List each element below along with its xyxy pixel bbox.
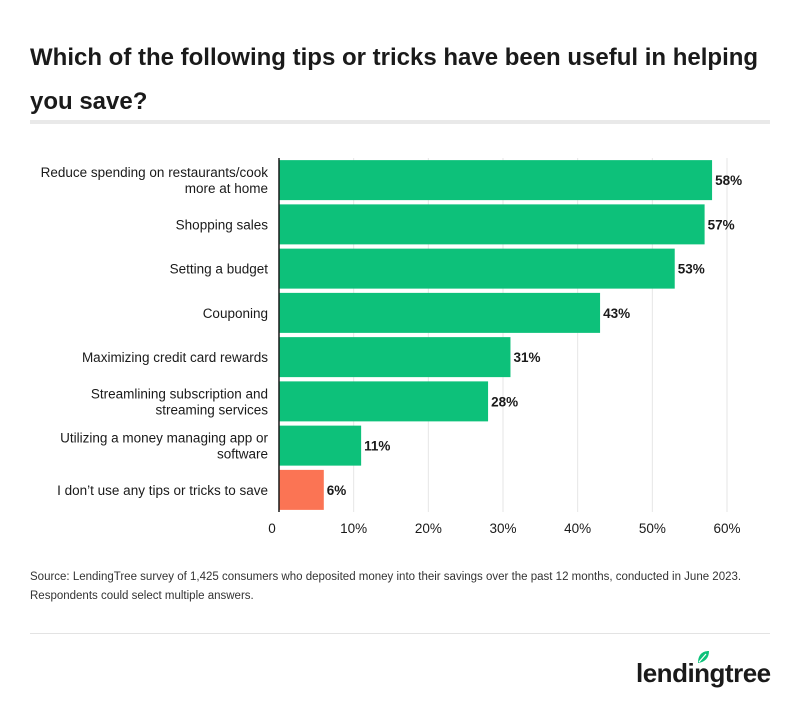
- x-tick-label: 0: [268, 521, 276, 536]
- x-tick-label: 40%: [564, 521, 591, 536]
- category-label: Utilizing a money managing app or softwar…: [60, 431, 268, 462]
- x-tick-label: 30%: [489, 521, 516, 536]
- bar: [279, 204, 705, 245]
- source-note: Source: LendingTree survey of 1,425 cons…: [30, 571, 742, 602]
- category-label: Streamlining subscription and streaming s…: [91, 386, 268, 417]
- data-label: 43%: [603, 306, 630, 321]
- category-label: I don’t use any tips or tricks to save: [57, 483, 268, 498]
- bars: [279, 160, 713, 510]
- lendingtree-logo: lendingtree: [636, 650, 772, 690]
- category-label: Shopping sales: [176, 217, 269, 232]
- category-label: Maximizing credit card rewards: [82, 350, 268, 365]
- category-labels: Reduce spending on restaurants/cook more …: [41, 165, 269, 498]
- data-label: 6%: [327, 483, 347, 498]
- x-tick-labels: 0 10% 20% 30% 40% 50% 60%: [268, 521, 740, 536]
- leaf-icon: [698, 651, 709, 663]
- bar: [279, 292, 601, 333]
- x-tick-label: 20%: [415, 521, 442, 536]
- category-label: Couponing: [203, 306, 268, 321]
- bar: [279, 337, 511, 378]
- value-labels: 58% 57% 53% 43% 31% 28% 11% 6%: [327, 173, 742, 498]
- bar: [279, 425, 362, 466]
- category-label: Setting a budget: [170, 262, 269, 277]
- data-label: 53%: [678, 262, 705, 277]
- bar: [279, 248, 675, 289]
- data-label: 57%: [708, 217, 735, 232]
- data-label: 28%: [491, 394, 518, 409]
- data-label: 58%: [715, 173, 742, 188]
- chart-title: Which of the following tips or tricks ha…: [30, 44, 759, 115]
- bar: [279, 160, 713, 201]
- footer-divider: [30, 633, 770, 634]
- x-tick-label: 60%: [713, 521, 740, 536]
- data-label: 11%: [364, 439, 390, 454]
- data-label: 31%: [513, 350, 540, 365]
- x-tick-label: 50%: [639, 521, 666, 536]
- x-tick-label: 10%: [340, 521, 367, 536]
- title-divider: [30, 120, 770, 124]
- bar: [279, 381, 489, 422]
- bar-chart: Reduce spending on restaurants/cook more …: [41, 158, 742, 536]
- logo-wordmark: lendingtree: [636, 658, 771, 688]
- bar: [279, 469, 324, 510]
- category-label: Reduce spending on restaurants/cook more …: [41, 165, 269, 196]
